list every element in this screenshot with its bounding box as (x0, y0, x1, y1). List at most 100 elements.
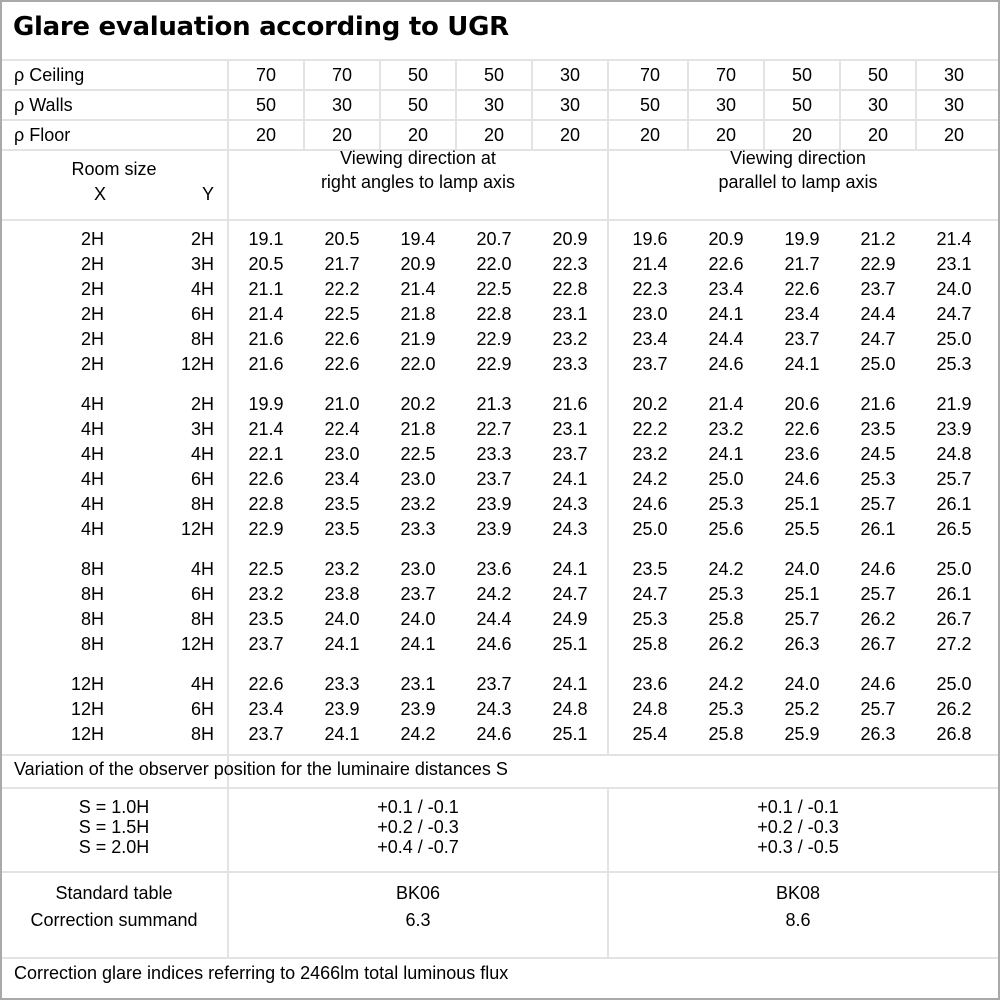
room-x: 8H (80, 609, 104, 629)
room-y: 6H (190, 304, 214, 324)
ugr-value: 23.4 (784, 304, 820, 324)
ugr-value: 20.5 (248, 254, 284, 274)
ugr-value: 25.0 (936, 329, 972, 349)
ugr-value: 26.2 (936, 699, 972, 719)
ugr-value: 23.7 (632, 354, 668, 374)
divider (687, 60, 689, 150)
ugr-value: 20.9 (552, 229, 588, 249)
ugr-value: 25.7 (936, 469, 972, 489)
room-x: 4H (80, 419, 104, 439)
ugr-value: 19.1 (248, 229, 284, 249)
ugr-value: 23.2 (708, 419, 744, 439)
ugr-value: 21.3 (476, 394, 512, 414)
ugr-value: 23.9 (476, 519, 512, 539)
ugr-value: 21.4 (632, 254, 668, 274)
ugr-value: 24.0 (784, 674, 820, 694)
ugr-value: 22.9 (248, 519, 284, 539)
ugr-value: 22.8 (248, 494, 284, 514)
reflectance-value: 20 (715, 125, 737, 145)
variation-right: +0.2 / -0.3 (377, 817, 459, 837)
ugr-value: 21.8 (400, 304, 436, 324)
ugr-value: 25.6 (708, 519, 744, 539)
ugr-value: 25.7 (860, 699, 896, 719)
ugr-value: 24.5 (860, 444, 896, 464)
room-x: 8H (80, 634, 104, 654)
ugr-value: 21.7 (324, 254, 360, 274)
ugr-value: 24.4 (860, 304, 896, 324)
ugr-value: 22.0 (476, 254, 512, 274)
ugr-value: 23.7 (476, 674, 512, 694)
ugr-value: 25.0 (936, 559, 972, 579)
variation-label: Variation of the observer position for t… (14, 759, 508, 779)
room-x: 2H (80, 279, 104, 299)
reflectance-value: 50 (791, 95, 813, 115)
room-y: 8H (190, 609, 214, 629)
variation-parallel: +0.2 / -0.3 (757, 817, 839, 837)
ugr-value: 25.0 (936, 674, 972, 694)
ugr-value: 22.8 (476, 304, 512, 324)
ugr-value: 26.5 (936, 519, 972, 539)
reflectance-value: 50 (791, 65, 813, 85)
ugr-value: 27.2 (936, 634, 972, 654)
ugr-value: 24.1 (324, 724, 360, 744)
room-y: 12H (180, 354, 214, 374)
ugr-value: 24.6 (860, 559, 896, 579)
ugr-value: 23.6 (476, 559, 512, 579)
ugr-value: 23.7 (784, 329, 820, 349)
ugr-value: 22.5 (400, 444, 436, 464)
ugr-value: 24.3 (552, 494, 588, 514)
variation-right: +0.4 / -0.7 (377, 837, 459, 857)
ugr-value: 26.2 (860, 609, 896, 629)
ugr-value: 23.4 (248, 699, 284, 719)
room-y: 6H (190, 584, 214, 604)
reflectance-value: 20 (943, 125, 965, 145)
divider (303, 60, 305, 150)
ugr-value: 24.1 (708, 444, 744, 464)
divider (2, 219, 998, 221)
reflectance-value: 70 (331, 65, 353, 85)
room-x: 12H (70, 699, 104, 719)
ugr-value: 23.3 (552, 354, 588, 374)
divider (2, 89, 998, 91)
ugr-value: 24.2 (632, 469, 668, 489)
variation-parallel: +0.1 / -0.1 (757, 797, 839, 817)
ugr-value: 25.0 (860, 354, 896, 374)
ugr-value: 21.7 (784, 254, 820, 274)
ugr-value: 23.0 (324, 444, 360, 464)
ugr-value: 25.3 (708, 699, 744, 719)
ugr-value: 25.0 (632, 519, 668, 539)
divider (607, 788, 609, 958)
room-y: 4H (190, 444, 214, 464)
ugr-value: 23.1 (400, 674, 436, 694)
ugr-value: 25.5 (784, 519, 820, 539)
room-x-label: X (93, 184, 106, 204)
room-x: 4H (80, 519, 104, 539)
ugr-value: 26.1 (936, 494, 972, 514)
ugr-value: 24.8 (552, 699, 588, 719)
ugr-value: 24.1 (552, 674, 588, 694)
ugr-value: 23.2 (400, 494, 436, 514)
ugr-value: 26.1 (860, 519, 896, 539)
ugr-value: 21.4 (248, 304, 284, 324)
ugr-value: 23.7 (552, 444, 588, 464)
room-x: 12H (70, 724, 104, 744)
ugr-value: 23.9 (324, 699, 360, 719)
divider (2, 59, 998, 61)
ugr-value: 24.7 (936, 304, 972, 324)
direction-parallel-line2: parallel to lamp axis (718, 172, 878, 192)
room-y: 8H (190, 724, 214, 744)
reflectance-value: 70 (639, 65, 661, 85)
ugr-value: 23.4 (708, 279, 744, 299)
ugr-value: 22.3 (632, 279, 668, 299)
divider (531, 60, 533, 150)
ugr-value: 24.0 (936, 279, 972, 299)
ugr-value: 22.4 (324, 419, 360, 439)
divider (2, 957, 998, 959)
reflectance-value: 20 (867, 125, 889, 145)
ugr-value: 25.3 (936, 354, 972, 374)
reflectance-value: 20 (255, 125, 277, 145)
ugr-value: 24.2 (708, 674, 744, 694)
room-x: 8H (80, 559, 104, 579)
ugr-value: 23.5 (632, 559, 668, 579)
